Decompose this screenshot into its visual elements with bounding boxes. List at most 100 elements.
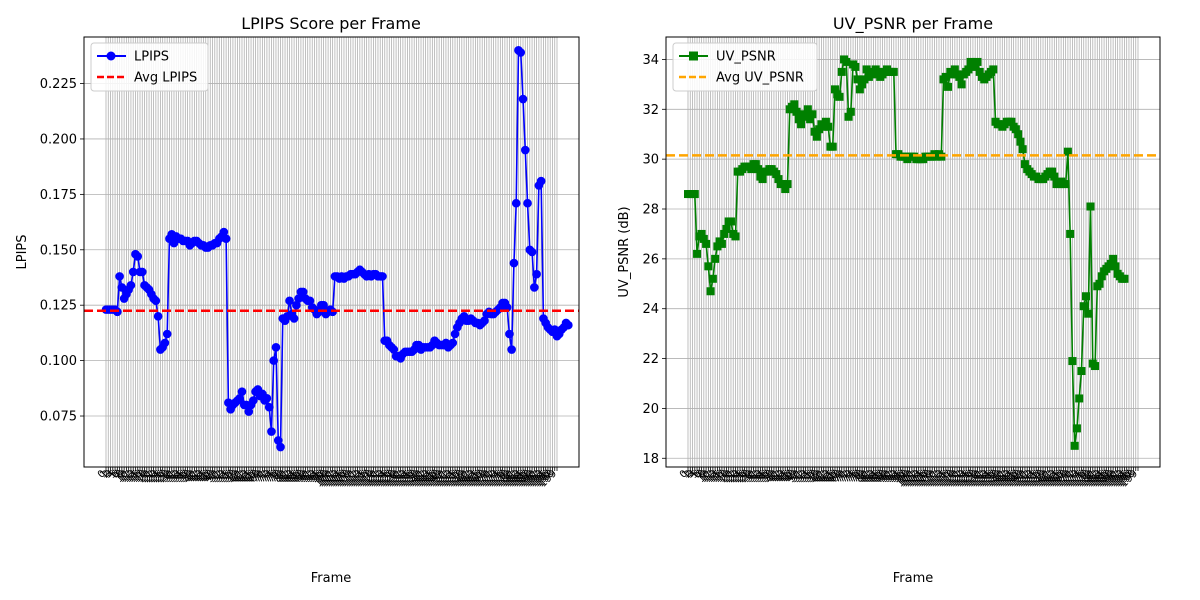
lpips-x-axis: 0123456789101112131415161718192021222324… (96, 467, 559, 490)
uv-psnr-data-point (706, 287, 715, 296)
uv-psnr-data-point (853, 75, 862, 84)
uv-psnr-data-point (690, 190, 699, 199)
uv-psnr-data-point (1109, 254, 1118, 263)
uv-psnr-data-point (975, 67, 984, 76)
uv-psnr-data-point (1111, 262, 1120, 271)
uv-psnr-y-tick-label: 30 (642, 153, 659, 168)
uv-psnr-legend: UV_PSNR Avg UV_PSNR (672, 42, 818, 92)
uv-psnr-data-point (722, 224, 731, 233)
uv-psnr-y-axis-label: UV_PSNR (dB) (617, 206, 632, 297)
uv-psnr-data-point (1079, 302, 1088, 311)
lpips-data-point (523, 198, 532, 208)
lpips-data-point (133, 252, 143, 261)
uv-psnr-data-point (1070, 441, 1079, 450)
uv-psnr-legend-marker-swatch (689, 51, 698, 61)
lpips-data-point (162, 329, 172, 339)
lpips-data-point (267, 427, 276, 436)
lpips-data-point (160, 338, 170, 348)
lpips-y-tick-label: 0.200 (40, 132, 77, 147)
uv-psnr-data-point (828, 142, 837, 151)
lpips-legend-avg-label: Avg LPIPS (134, 71, 197, 86)
uv-psnr-data-point (781, 185, 790, 194)
lpips-y-tick-label: 0.075 (40, 410, 77, 425)
lpips-data-point (319, 300, 328, 310)
lpips-data-point (221, 234, 231, 244)
uv-psnr-data-point (810, 127, 819, 136)
uv-psnr-y-tick-label: 18 (642, 452, 659, 467)
lpips-series (101, 45, 573, 452)
uv-psnr-data-point (862, 65, 871, 74)
uv-psnr-data-point (950, 65, 959, 74)
uv-psnr-data-point (801, 112, 810, 121)
uv-psnr-data-point (803, 105, 812, 114)
uv-psnr-data-point (778, 180, 787, 189)
lpips-data-point (480, 316, 489, 326)
uv-psnr-data-point (858, 80, 867, 89)
uv-psnr-data-point (1084, 309, 1093, 318)
uv-psnr-data-point (864, 72, 873, 81)
uv-psnr-data-point (815, 125, 824, 134)
lpips-legend-label: LPIPS (134, 50, 169, 65)
uv-psnr-data-point (844, 112, 853, 121)
lpips-data-point (448, 338, 458, 348)
lpips-legend-marker-swatch (106, 51, 116, 61)
lpips-y-tick-label: 0.175 (40, 188, 77, 203)
uv-psnr-data-point (851, 62, 860, 71)
uv-psnr-y-tick-label: 34 (642, 53, 659, 68)
uv-psnr-data-point (948, 70, 957, 79)
uv-psnr-data-point (835, 92, 844, 101)
lpips-y-tick-label: 0.150 (40, 243, 77, 258)
uv-psnr-data-point (837, 67, 846, 76)
lpips-y-tick-label: 0.125 (40, 299, 77, 314)
uv-psnr-data-point (1097, 272, 1106, 281)
lpips-data-point (507, 345, 516, 354)
lpips-data-point (509, 258, 519, 268)
uv-psnr-legend-avg-label: Avg UV_PSNR (716, 71, 804, 86)
lpips-data-point (530, 283, 539, 292)
lpips-y-tick-label: 0.100 (40, 354, 77, 369)
lpips-data-point (235, 393, 245, 403)
uv-psnr-data-point (731, 232, 740, 241)
uv-psnr-data-point (971, 62, 980, 71)
uv-psnr-data-point (726, 217, 735, 226)
lpips-chart-title: LPIPS Score per Frame (241, 14, 421, 33)
lpips-data-point (294, 294, 303, 303)
uv-psnr-data-point (792, 107, 801, 116)
uv-psnr-data-point (860, 75, 869, 84)
lpips-grid (84, 37, 579, 467)
uv-psnr-data-point (955, 72, 964, 81)
uv-psnr-data-point (758, 175, 767, 184)
uv-psnr-data-point (772, 170, 781, 179)
uv-psnr-data-point (855, 85, 864, 94)
uv-psnr-data-point (941, 72, 950, 81)
uv-psnr-data-point (717, 239, 726, 248)
lpips-data-point (273, 436, 283, 445)
lpips-data-point (269, 356, 279, 365)
uv-psnr-data-point (830, 85, 839, 94)
uv-psnr-data-point (747, 165, 756, 174)
lpips-chart: LPIPS Score per Frame 0.075 0.100 0.125 0.1… (15, 14, 580, 586)
lpips-y-axis-label: LPIPS (15, 234, 30, 269)
uv-psnr-chart: UV_PSNR per Frame 18 20 22 24 26 28 30 32 34 012… (617, 14, 1161, 586)
uv-psnr-x-axis-label: Frame (893, 571, 934, 586)
uv-psnr-y-tick-label: 32 (642, 103, 659, 118)
lpips-plot-area (83, 36, 580, 468)
lpips-data-point (564, 320, 573, 330)
uv-psnr-data-point (964, 65, 973, 74)
uv-psnr-data-point (699, 234, 708, 243)
lpips-data-point (115, 272, 124, 281)
lpips-data-point (153, 311, 163, 321)
uv-psnr-data-point (873, 67, 882, 76)
uv-psnr-data-point (944, 82, 953, 91)
uv-psnr-data-point (754, 165, 763, 174)
lpips-data-point (128, 267, 138, 277)
uv-psnr-data-point (1016, 137, 1025, 146)
lpips-data-point (511, 198, 521, 208)
lpips-data-point (276, 442, 285, 452)
uv-psnr-x-axis: 0123456789101112131415161718192021222324… (678, 467, 1140, 490)
uv-psnr-data-point (1007, 117, 1016, 126)
lpips-legend: LPIPS Avg LPIPS (90, 42, 209, 92)
lpips-data-point (389, 345, 399, 354)
lpips-data-point (289, 314, 299, 323)
lpips-data-point (285, 296, 294, 306)
